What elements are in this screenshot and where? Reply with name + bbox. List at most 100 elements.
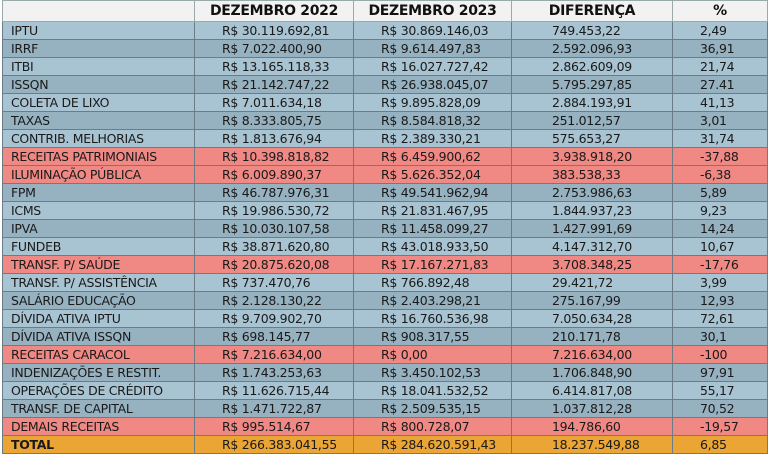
cell-category: RECEITAS CARACOL: [2, 345, 195, 364]
cell-dec-2023: R$ 21.831.467,95: [353, 201, 512, 220]
cell-category: ICMS: [2, 201, 195, 220]
cell-percent: 2,49: [672, 21, 768, 40]
cell-category: TOTAL: [2, 435, 195, 454]
cell-difference: 275.167,99: [511, 291, 673, 310]
cell-dec-2022: R$ 38.871.620,80: [194, 237, 354, 256]
cell-dec-2023: R$ 5.626.352,04: [353, 165, 512, 184]
cell-percent: -37,88: [672, 147, 768, 166]
cell-dec-2022: R$ 9.709.902,70: [194, 309, 354, 328]
cell-difference: 7.216.634,00: [511, 345, 673, 364]
cell-percent: 3,01: [672, 111, 768, 130]
table-row: IPVA R$ 10.030.107,58 R$ 11.458.099,27 1.42…: [2, 219, 768, 238]
cell-category: ITBI: [2, 57, 195, 76]
cell-category: DÍVIDA ATIVA ISSQN: [2, 327, 195, 346]
cell-dec-2023: R$ 16.760.536,98: [353, 309, 512, 328]
table-row: DEMAIS RECEITAS R$ 995.514,67 R$ 800.728,0…: [2, 417, 768, 436]
cell-dec-2022: R$ 698.145,77: [194, 327, 354, 346]
table-row: RECEITAS CARACOL R$ 7.216.634,00 R$ 0,00 7.…: [2, 345, 768, 364]
cell-category: CONTRIB. MELHORIAS: [2, 129, 195, 148]
cell-dec-2023: R$ 908.317,55: [353, 327, 512, 346]
cell-difference: 2.862.609,09: [511, 57, 673, 76]
cell-dec-2022: R$ 1.813.676,94: [194, 129, 354, 148]
cell-dec-2023: R$ 2.509.535,15: [353, 399, 512, 418]
cell-category: FPM: [2, 183, 195, 202]
cell-category: OPERAÇÕES DE CRÉDITO: [2, 381, 195, 400]
revenue-comparison-table: DEZEMBRO 2022 DEZEMBRO 2023 DIFERENÇA % …: [2, 0, 768, 454]
cell-difference: 383.538,33: [511, 165, 673, 184]
cell-dec-2022: R$ 995.514,67: [194, 417, 354, 436]
cell-dec-2022: R$ 20.875.620,08: [194, 255, 354, 274]
cell-percent: 3,99: [672, 273, 768, 292]
cell-percent: 9,23: [672, 201, 768, 220]
cell-category: IRRF: [2, 39, 195, 58]
cell-dec-2022: R$ 21.142.747,22: [194, 75, 354, 94]
cell-dec-2023: R$ 3.450.102,53: [353, 363, 512, 382]
cell-percent: 5,89: [672, 183, 768, 202]
cell-percent: 41,13: [672, 93, 768, 112]
cell-percent: 70,52: [672, 399, 768, 418]
cell-category: TRANSF. P/ SAÚDE: [2, 255, 195, 274]
cell-dec-2023: R$ 0,00: [353, 345, 512, 364]
cell-dec-2023: R$ 16.027.727,42: [353, 57, 512, 76]
cell-category: TRANSF. P/ ASSISTÊNCIA: [2, 273, 195, 292]
cell-dec-2023: R$ 284.620.591,43: [353, 435, 512, 454]
cell-dec-2023: R$ 6.459.900,62: [353, 147, 512, 166]
cell-dec-2022: R$ 737.470,76: [194, 273, 354, 292]
cell-dec-2023: R$ 26.938.045,07: [353, 75, 512, 94]
cell-difference: 210.171,78: [511, 327, 673, 346]
cell-dec-2022: R$ 7.011.634,18: [194, 93, 354, 112]
table-row: TRANSF. P/ ASSISTÊNCIA R$ 737.470,76 R$ 76…: [2, 273, 768, 292]
cell-difference: 1.037.812,28: [511, 399, 673, 418]
cell-percent: -100: [672, 345, 768, 364]
cell-difference: 18.237.549,88: [511, 435, 673, 454]
header-difference: DIFERENÇA: [511, 0, 673, 22]
table-row: ICMS R$ 19.986.530,72 R$ 21.831.467,95 1.84…: [2, 201, 768, 220]
header-row: DEZEMBRO 2022 DEZEMBRO 2023 DIFERENÇA %: [2, 0, 768, 22]
cell-category: COLETA DE LIXO: [2, 93, 195, 112]
cell-difference: 251.012,57: [511, 111, 673, 130]
cell-dec-2022: R$ 19.986.530,72: [194, 201, 354, 220]
cell-category: DEMAIS RECEITAS: [2, 417, 195, 436]
cell-dec-2023: R$ 766.892,48: [353, 273, 512, 292]
cell-dec-2022: R$ 7.022.400,90: [194, 39, 354, 58]
cell-percent: 31,74: [672, 129, 768, 148]
cell-dec-2023: R$ 2.403.298,21: [353, 291, 512, 310]
table-row: ILUMINAÇÃO PÚBLICA R$ 6.009.890,37 R$ 5.62…: [2, 165, 768, 184]
cell-dec-2022: R$ 7.216.634,00: [194, 345, 354, 364]
table-row: DÍVIDA ATIVA IPTU R$ 9.709.902,70 R$ 16.76…: [2, 309, 768, 328]
cell-dec-2022: R$ 10.398.818,82: [194, 147, 354, 166]
cell-percent: 21,74: [672, 57, 768, 76]
cell-category: ISSQN: [2, 75, 195, 94]
cell-category: SALÁRIO EDUCAÇÃO: [2, 291, 195, 310]
cell-difference: 2.592.096,93: [511, 39, 673, 58]
cell-percent: 97,91: [672, 363, 768, 382]
cell-category: TRANSF. DE CAPITAL: [2, 399, 195, 418]
cell-category: IPVA: [2, 219, 195, 238]
table-row: INDENIZAÇÕES E RESTIT. R$ 1.743.253,63 R$ …: [2, 363, 768, 382]
cell-category: IPTU: [2, 21, 195, 40]
table-row: TRANSF. DE CAPITAL R$ 1.471.722,87 R$ 2.50…: [2, 399, 768, 418]
table-row: ISSQN R$ 21.142.747,22 R$ 26.938.045,07 5.7…: [2, 75, 768, 94]
cell-dec-2023: R$ 9.895.828,09: [353, 93, 512, 112]
cell-difference: 194.786,60: [511, 417, 673, 436]
cell-difference: 2.884.193,91: [511, 93, 673, 112]
cell-percent: -19,57: [672, 417, 768, 436]
table-row: TRANSF. P/ SAÚDE R$ 20.875.620,08 R$ 17.16…: [2, 255, 768, 274]
cell-percent: 55,17: [672, 381, 768, 400]
cell-dec-2022: R$ 266.383.041,55: [194, 435, 354, 454]
cell-difference: 29.421,72: [511, 273, 673, 292]
total-row: TOTAL R$ 266.383.041,55 R$ 284.620.591,43 1…: [2, 435, 768, 454]
cell-dec-2023: R$ 30.869.146,03: [353, 21, 512, 40]
cell-dec-2022: R$ 46.787.976,31: [194, 183, 354, 202]
cell-difference: 5.795.297,85: [511, 75, 673, 94]
cell-category: RECEITAS PATRIMONIAIS: [2, 147, 195, 166]
cell-dec-2022: R$ 2.128.130,22: [194, 291, 354, 310]
cell-difference: 2.753.986,63: [511, 183, 673, 202]
cell-dec-2023: R$ 2.389.330,21: [353, 129, 512, 148]
cell-difference: 749.453,22: [511, 21, 673, 40]
cell-difference: 3.938.918,20: [511, 147, 673, 166]
cell-dec-2023: R$ 11.458.099,27: [353, 219, 512, 238]
cell-dec-2022: R$ 10.030.107,58: [194, 219, 354, 238]
table-row: SALÁRIO EDUCAÇÃO R$ 2.128.130,22 R$ 2.403.…: [2, 291, 768, 310]
table-row: COLETA DE LIXO R$ 7.011.634,18 R$ 9.895.82…: [2, 93, 768, 112]
